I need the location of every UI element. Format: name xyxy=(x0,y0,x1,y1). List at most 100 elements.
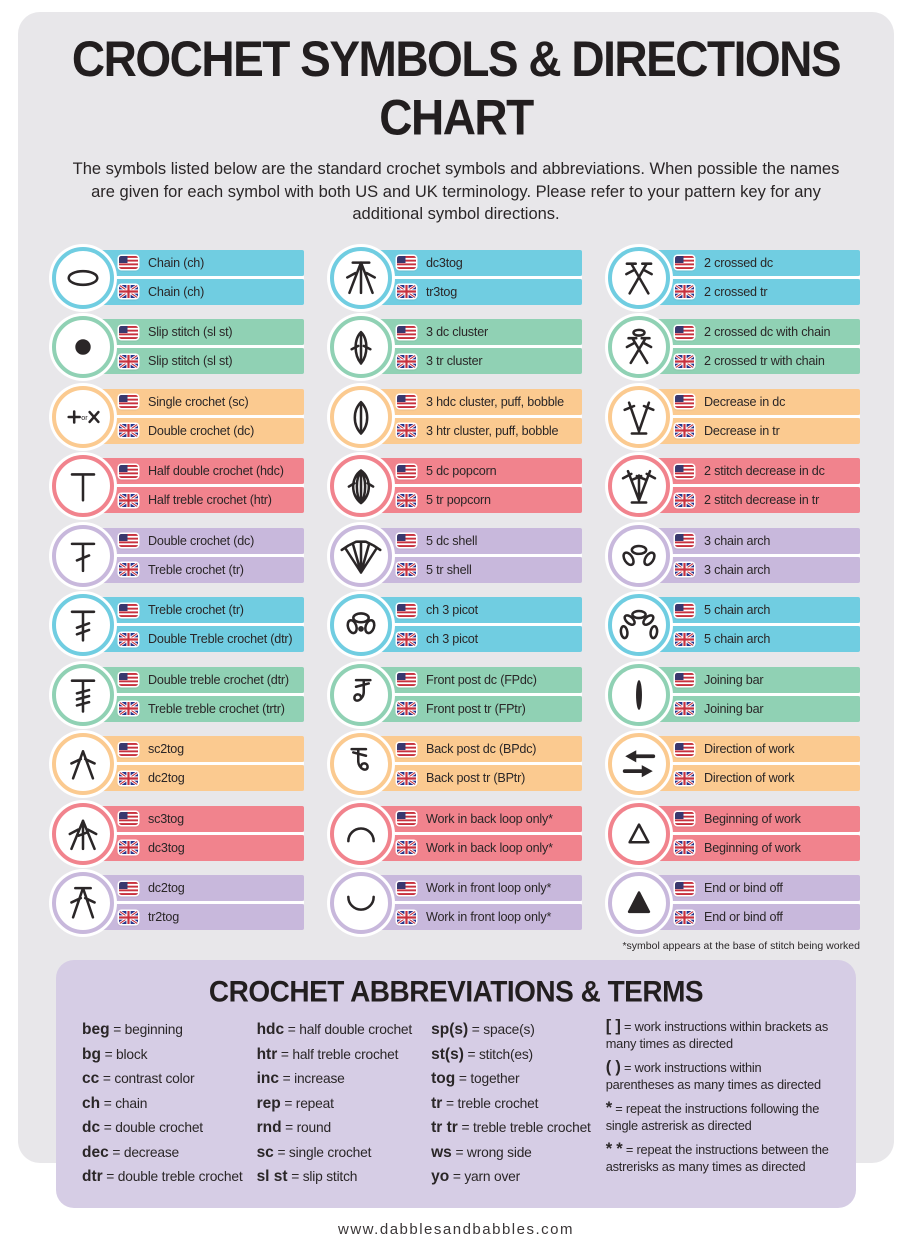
symbol-entry: 5 chain arch 5 chain arch xyxy=(608,594,860,656)
us-flag-icon xyxy=(119,881,138,895)
abbreviations-title: CROCHET ABBREVIATIONS & TERMS xyxy=(208,975,704,1008)
us-term-label: Work in front loop only* xyxy=(426,881,552,895)
uk-term-label: tr2tog xyxy=(148,910,180,924)
abbreviations-panel: CROCHET ABBREVIATIONS & TERMS beg = begi… xyxy=(56,960,856,1208)
abbreviation-key: * * xyxy=(605,1140,623,1158)
symbol-entry: Slip stitch (sl st) Slip stitch (sl st) xyxy=(52,316,304,378)
abbreviation-term: st(s) = stitch(es) xyxy=(431,1045,533,1063)
us-term-bar: Back post dc (BPdc) xyxy=(360,736,582,762)
abbreviation-key: yo xyxy=(431,1168,450,1185)
uk-term-label: Chain (ch) xyxy=(148,284,205,299)
uk-term-label: Decrease in tr xyxy=(704,423,780,438)
uk-flag-icon xyxy=(397,910,416,924)
us-flag-icon xyxy=(397,325,416,339)
symbol-entry: Direction of work Direction of work xyxy=(608,733,860,795)
us-term-bar: 2 crossed dc with chain xyxy=(638,319,860,345)
uk-term-label: 5 chain arch xyxy=(704,632,771,646)
symbol-column-1: Chain (ch) Chain (ch) Slip stitch (sl st) S… xyxy=(52,246,304,934)
us-term-bar: 2 stitch decrease in dc xyxy=(638,458,860,484)
us-flag-icon xyxy=(119,673,138,686)
abbreviation-term: yo = yarn over xyxy=(431,1168,521,1185)
symbol-entry: Double crochet (dc) Treble crochet (tr) xyxy=(52,524,304,587)
us-flag-icon xyxy=(397,534,416,547)
popcorn-icon xyxy=(330,455,392,517)
us-term-label: Work in back loop only* xyxy=(426,811,553,826)
us-term-label: 5 chain arch xyxy=(704,603,771,617)
symbol-entry: End or bind off End or bind off xyxy=(608,872,860,934)
uk-flag-icon xyxy=(675,841,694,854)
us-flag-icon xyxy=(675,464,694,478)
symbol-entry: 5 dc shell 5 tr shell xyxy=(330,524,582,587)
us-flag-icon xyxy=(397,673,416,686)
us-flag-icon xyxy=(119,395,138,408)
back-loop-arc-icon xyxy=(330,802,392,865)
us-term-label: 5 dc shell xyxy=(426,533,478,548)
three-leg-decrease-bar-icon xyxy=(330,246,392,309)
uk-flag-icon xyxy=(397,841,416,854)
bar-divider xyxy=(360,484,582,487)
plus-or-x-icon: or xyxy=(52,385,114,448)
uk-flag-icon xyxy=(397,771,416,785)
us-flag-icon xyxy=(397,256,416,269)
us-term-bar: Single crochet (sc) xyxy=(82,388,304,415)
uk-flag-icon xyxy=(397,563,416,576)
us-term-label: Direction of work xyxy=(704,742,795,756)
v-decrease-2-icon xyxy=(608,455,670,517)
abbreviation-term: dc = double crochet xyxy=(82,1119,203,1136)
uk-term-label: 5 tr popcorn xyxy=(426,493,491,507)
abbreviation-key: ch xyxy=(82,1094,101,1112)
uk-term-bar: 3 chain arch xyxy=(638,556,860,583)
us-flag-icon xyxy=(119,534,138,547)
us-term-label: Slip stitch (sl st) xyxy=(148,325,233,339)
us-term-bar: Beginning of work xyxy=(638,805,860,832)
slip-stitch-dot-icon xyxy=(52,316,114,378)
uk-flag-icon xyxy=(119,841,138,854)
uk-term-bar: 5 chain arch xyxy=(638,626,860,652)
uk-flag-icon xyxy=(119,563,138,576)
us-flag-icon xyxy=(397,812,416,825)
uk-term-label: 3 tr cluster xyxy=(426,354,483,368)
triangle-filled-icon xyxy=(608,872,670,934)
abbreviation-term: tr = treble crochet xyxy=(431,1094,539,1112)
us-term-bar: Slip stitch (sl st) xyxy=(82,319,304,345)
us-term-label: Half double crochet (hdc) xyxy=(148,464,284,478)
us-flag-icon xyxy=(119,325,138,339)
us-term-bar: Decrease in dc xyxy=(638,388,860,415)
uk-flag-icon xyxy=(119,632,138,646)
bar-divider xyxy=(82,275,304,279)
us-term-bar: Treble crochet (tr) xyxy=(82,597,304,623)
us-term-label: 2 crossed dc with chain xyxy=(704,325,831,339)
abbreviation-key: sc xyxy=(256,1143,274,1161)
us-flag-icon xyxy=(119,256,138,269)
bar-divider xyxy=(360,623,582,626)
uk-term-bar: 3 htr cluster, puff, bobble xyxy=(360,417,582,444)
uk-flag-icon xyxy=(119,354,138,368)
us-term-bar: Chain (ch) xyxy=(82,249,304,276)
uk-term-bar: Back post tr (BPtr) xyxy=(360,765,582,791)
uk-term-bar: End or bind off xyxy=(638,904,860,930)
uk-term-bar: 3 tr cluster xyxy=(360,348,582,374)
us-term-label: Decrease in dc xyxy=(704,394,786,409)
t-bar-3-tick-icon xyxy=(52,663,114,726)
uk-flag-icon xyxy=(397,285,416,298)
symbol-column-3: 2 crossed dc 2 crossed tr 2 crossed dc wit… xyxy=(608,246,860,934)
back-post-icon xyxy=(330,733,392,795)
us-term-bar: Half double crochet (hdc) xyxy=(82,458,304,484)
abbreviation-key: bg xyxy=(82,1045,101,1063)
uk-flag-icon xyxy=(675,354,694,368)
uk-term-bar: Beginning of work xyxy=(638,834,860,861)
uk-term-bar: 5 tr popcorn xyxy=(360,487,582,513)
abbreviation-term: cc = contrast color xyxy=(82,1070,195,1087)
abbreviation-column-2: hdc = half double crochet htr = half treb… xyxy=(257,1018,420,1190)
uk-term-bar: 2 crossed tr xyxy=(638,278,860,305)
abbreviation-term: inc = increase xyxy=(256,1070,345,1087)
bar-divider xyxy=(360,414,582,418)
symbol-entry: 3 chain arch 3 chain arch xyxy=(608,524,860,587)
triangle-outline-icon xyxy=(608,802,670,865)
uk-flag-icon xyxy=(397,632,416,646)
bar-divider xyxy=(638,345,860,348)
us-term-bar: Double treble crochet (dtr) xyxy=(82,666,304,693)
us-term-label: 5 dc popcorn xyxy=(426,464,497,478)
abbreviation-term: beg = beginning xyxy=(82,1021,183,1038)
symbol-entry: Chain (ch) Chain (ch) xyxy=(52,246,304,309)
